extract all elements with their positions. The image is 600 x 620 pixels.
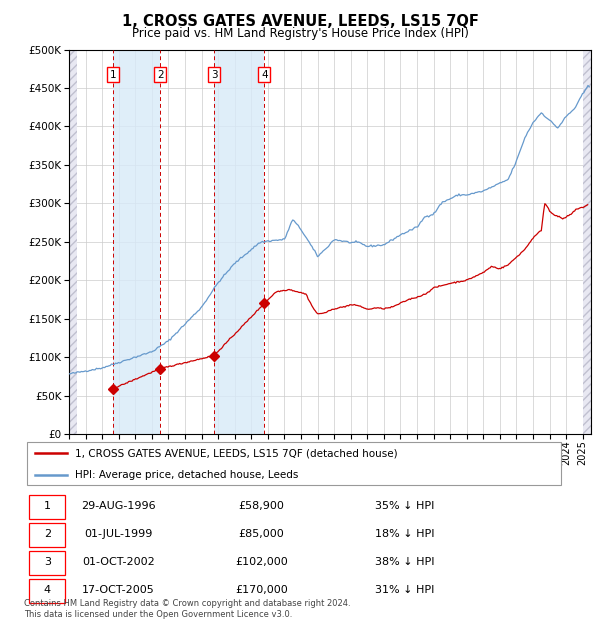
- FancyBboxPatch shape: [29, 551, 65, 575]
- Text: 2: 2: [157, 69, 163, 79]
- Text: 17-OCT-2005: 17-OCT-2005: [82, 585, 155, 595]
- Text: 29-AUG-1996: 29-AUG-1996: [81, 502, 156, 512]
- Bar: [214, 50, 265, 434]
- Text: 35% ↓ HPI: 35% ↓ HPI: [375, 502, 434, 512]
- Text: 01-JUL-1999: 01-JUL-1999: [85, 529, 152, 539]
- Text: 18% ↓ HPI: 18% ↓ HPI: [375, 529, 434, 539]
- FancyBboxPatch shape: [27, 442, 562, 485]
- Text: 1: 1: [110, 69, 116, 79]
- Text: 1: 1: [44, 502, 51, 512]
- Text: HPI: Average price, detached house, Leeds: HPI: Average price, detached house, Leed…: [76, 470, 299, 480]
- Text: 3: 3: [211, 69, 217, 79]
- Bar: [69, 50, 77, 434]
- FancyBboxPatch shape: [29, 495, 65, 519]
- Text: 4: 4: [261, 69, 268, 79]
- FancyBboxPatch shape: [29, 579, 65, 603]
- Text: 01-OCT-2002: 01-OCT-2002: [82, 557, 155, 567]
- Text: Price paid vs. HM Land Registry's House Price Index (HPI): Price paid vs. HM Land Registry's House …: [131, 27, 469, 40]
- Bar: [583, 50, 591, 434]
- Text: 4: 4: [44, 585, 51, 595]
- FancyBboxPatch shape: [29, 523, 65, 547]
- Text: 31% ↓ HPI: 31% ↓ HPI: [375, 585, 434, 595]
- Text: Contains HM Land Registry data © Crown copyright and database right 2024.
This d: Contains HM Land Registry data © Crown c…: [24, 600, 350, 619]
- Text: £102,000: £102,000: [235, 557, 288, 567]
- Text: £170,000: £170,000: [235, 585, 288, 595]
- Text: £85,000: £85,000: [239, 529, 284, 539]
- Bar: [113, 50, 160, 434]
- Text: 1, CROSS GATES AVENUE, LEEDS, LS15 7QF (detached house): 1, CROSS GATES AVENUE, LEEDS, LS15 7QF (…: [76, 448, 398, 458]
- Text: 1, CROSS GATES AVENUE, LEEDS, LS15 7QF: 1, CROSS GATES AVENUE, LEEDS, LS15 7QF: [122, 14, 478, 29]
- Text: 3: 3: [44, 557, 51, 567]
- Text: 38% ↓ HPI: 38% ↓ HPI: [375, 557, 434, 567]
- Text: £58,900: £58,900: [239, 502, 284, 512]
- Text: 2: 2: [44, 529, 51, 539]
